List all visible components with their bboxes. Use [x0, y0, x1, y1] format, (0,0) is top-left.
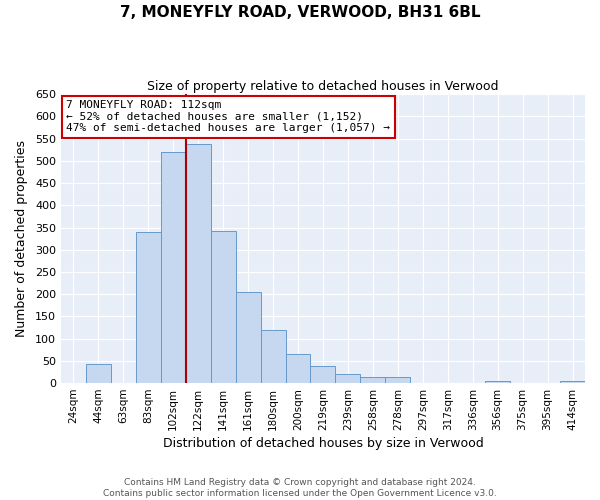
Bar	[161, 152, 186, 383]
Text: Contains HM Land Registry data © Crown copyright and database right 2024.
Contai: Contains HM Land Registry data © Crown c…	[103, 478, 497, 498]
Bar	[335, 374, 361, 383]
Bar	[260, 330, 286, 383]
Y-axis label: Number of detached properties: Number of detached properties	[15, 140, 28, 337]
Bar	[136, 232, 161, 383]
Bar	[385, 378, 410, 383]
Bar	[286, 354, 310, 383]
Bar	[236, 292, 260, 383]
Bar	[211, 230, 236, 383]
Bar	[560, 382, 585, 383]
Bar	[86, 364, 111, 383]
Bar	[186, 144, 211, 383]
Text: 7, MONEYFLY ROAD, VERWOOD, BH31 6BL: 7, MONEYFLY ROAD, VERWOOD, BH31 6BL	[120, 5, 480, 20]
Bar	[361, 378, 385, 383]
Bar	[310, 366, 335, 383]
Bar	[485, 382, 510, 383]
Title: Size of property relative to detached houses in Verwood: Size of property relative to detached ho…	[147, 80, 499, 93]
Text: 7 MONEYFLY ROAD: 112sqm
← 52% of detached houses are smaller (1,152)
47% of semi: 7 MONEYFLY ROAD: 112sqm ← 52% of detache…	[66, 100, 390, 133]
X-axis label: Distribution of detached houses by size in Verwood: Distribution of detached houses by size …	[163, 437, 484, 450]
